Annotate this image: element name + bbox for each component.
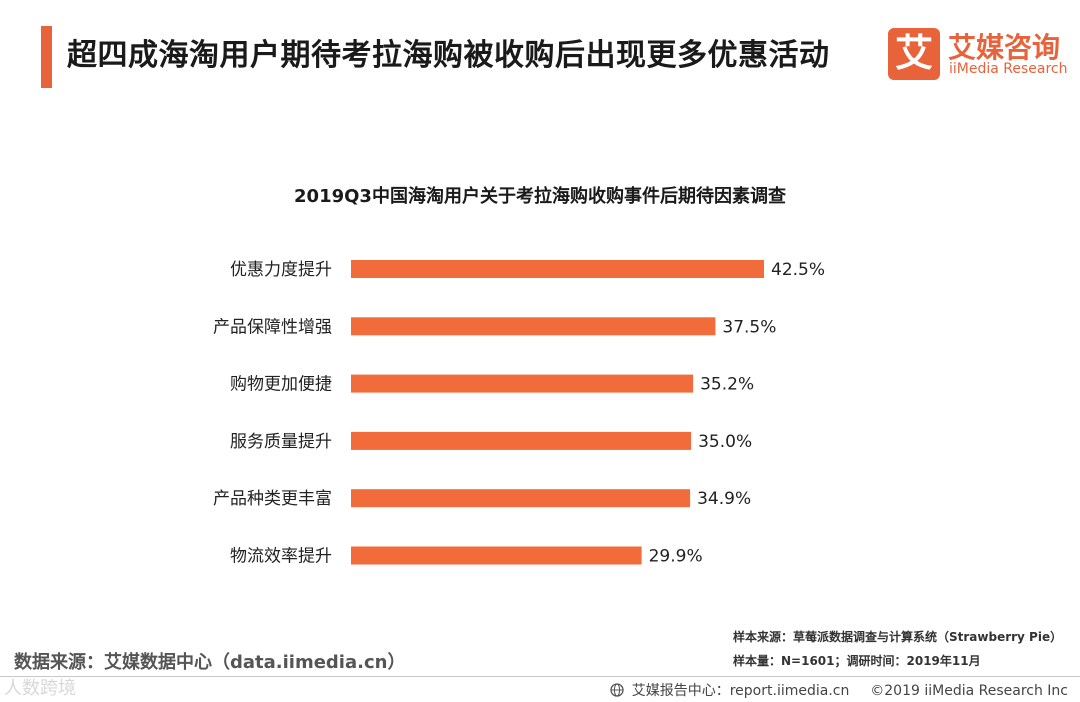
report-center-link[interactable]: 艾媒报告中心：report.iimedia.cn (631, 683, 850, 699)
value-label: 29.9% (649, 547, 703, 567)
bar (351, 546, 642, 565)
globe-icon (610, 683, 624, 697)
category-label: 服务质量提升 (230, 432, 332, 452)
category-label: 购物更加便捷 (230, 375, 332, 395)
sample-source: 样本来源：草莓派数据调查与计算系统（Strawberry Pie） (733, 630, 1063, 644)
chart-title: 2019Q3中国海淘用户关于考拉海购收购事件后期待因素调查 (294, 185, 786, 207)
value-label: 35.0% (698, 432, 752, 452)
bars-group: 优惠力度提升 42.5% 产品保障性增强 37.5% 购物更加便捷 35.2% 服务质量提升… (213, 260, 825, 567)
bar (351, 431, 692, 450)
footer-divider (0, 676, 1080, 677)
logo-name-en: iiMedia Research (949, 61, 1068, 77)
logo-mark: 艾 (888, 28, 940, 80)
value-label: 35.2% (700, 375, 754, 395)
category-label: 物流效率提升 (230, 547, 332, 567)
data-source: 数据来源：艾媒数据中心（data.iimedia.cn） (14, 652, 406, 673)
bar (351, 489, 691, 508)
copyright: ©2019 iiMedia Research Inc (870, 683, 1068, 699)
category-label: 产品种类更丰富 (213, 489, 332, 509)
sample-size: 样本量：N=1601；调研时间：2019年11月 (733, 654, 981, 668)
value-label: 34.9% (697, 489, 751, 509)
value-label: 37.5% (722, 317, 776, 337)
title-accent-bar (41, 26, 52, 88)
footer-credits: 艾媒报告中心：report.iimedia.cn ©2019 iiMedia R… (610, 680, 1068, 700)
watermark: 人数跨境 (4, 678, 76, 699)
page-title: 超四成海淘用户期待考拉海购被收购后出现更多优惠活动 (67, 38, 830, 73)
bar (351, 260, 764, 278)
value-label: 42.5% (771, 260, 825, 280)
bar (351, 317, 716, 336)
category-label: 产品保障性增强 (213, 317, 332, 337)
bar (351, 374, 694, 393)
bar-chart: 2019Q3中国海淘用户关于考拉海购收购事件后期待因素调查 优惠力度提升 42.5… (213, 185, 825, 567)
category-label: 优惠力度提升 (230, 260, 332, 280)
logo-name-cn: 艾媒咨询 (948, 31, 1061, 64)
iimedia-logo[interactable]: 艾 艾媒咨询 iiMedia Research (888, 24, 1068, 84)
